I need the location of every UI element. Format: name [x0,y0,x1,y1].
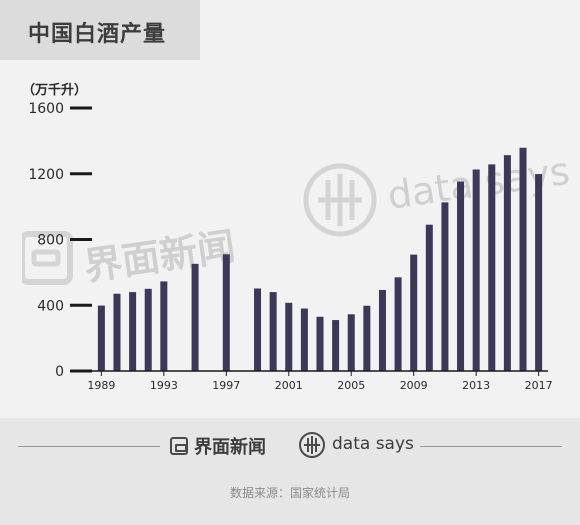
bar [332,320,340,371]
data-source: 数据来源：国家统计局 [229,486,350,500]
x-tick-label: 1997 [212,379,240,392]
bar [113,293,121,371]
x-tick-label: 1989 [87,379,115,392]
x-tick-label: 2017 [525,379,553,392]
bar [144,288,152,371]
bar [425,224,433,371]
y-tick-label: 800 [37,233,64,249]
bar [97,305,105,371]
title-bar [0,0,200,60]
bar [347,314,355,371]
bar [472,169,480,371]
y-tick-label: 0 [55,364,64,380]
y-axis-unit-label: （万千升） [22,83,88,98]
bar [503,155,511,371]
bar [363,305,371,371]
y-tick-label: 400 [37,298,64,314]
bar [316,316,324,371]
y-tick-label: 1600 [28,101,64,117]
bar [410,254,418,371]
bar [191,263,199,371]
bar [394,277,402,371]
x-tick-label: 2001 [275,379,303,392]
jiemian-logo-text: 界面新闻 [194,437,266,458]
x-tick-label: 2005 [337,379,365,392]
bar [222,254,230,371]
footer-band [0,418,580,525]
bar [378,289,386,371]
chart-title: 中国白酒产量 [28,22,167,47]
bar [129,292,137,371]
bar [457,181,465,371]
y-tick-label: 1200 [28,167,64,183]
bar [285,302,293,371]
bar [488,164,496,371]
jiemian-logo-icon [170,437,188,455]
bar [535,174,543,371]
x-tick-label: 1993 [150,379,178,392]
bar [254,288,262,371]
bar [160,281,168,371]
bar [519,147,527,371]
footer-divider-right [420,446,562,447]
x-tick-label: 2013 [462,379,490,392]
bar [269,292,277,371]
bar-chart: 0 400 800 1200 1600 1989 1993 1997 2001 2005 2009 2… [28,101,553,392]
bar [300,308,308,371]
datasays-logo-icon [299,432,325,458]
bar [441,202,449,371]
footer-divider-left [18,446,160,447]
datasays-logo-text: data says [332,434,414,454]
x-tick-label: 2009 [400,379,428,392]
